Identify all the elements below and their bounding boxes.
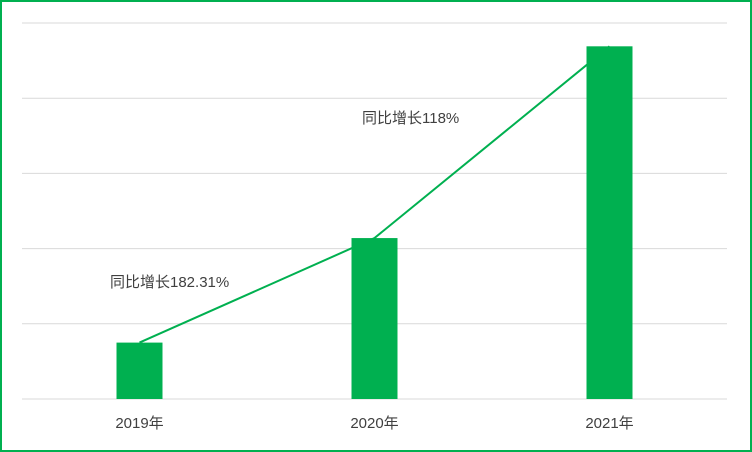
x-tick-label: 2020年	[350, 415, 398, 432]
annotation: 同比增长182.31%	[110, 274, 229, 291]
bar	[351, 238, 398, 399]
bar	[586, 46, 633, 399]
x-tick-label: 2019年	[115, 415, 163, 432]
bar	[116, 342, 163, 399]
x-tick-label: 2021年	[585, 415, 633, 432]
trend-line	[139, 45, 611, 344]
annotation: 同比增长118%	[362, 110, 459, 127]
